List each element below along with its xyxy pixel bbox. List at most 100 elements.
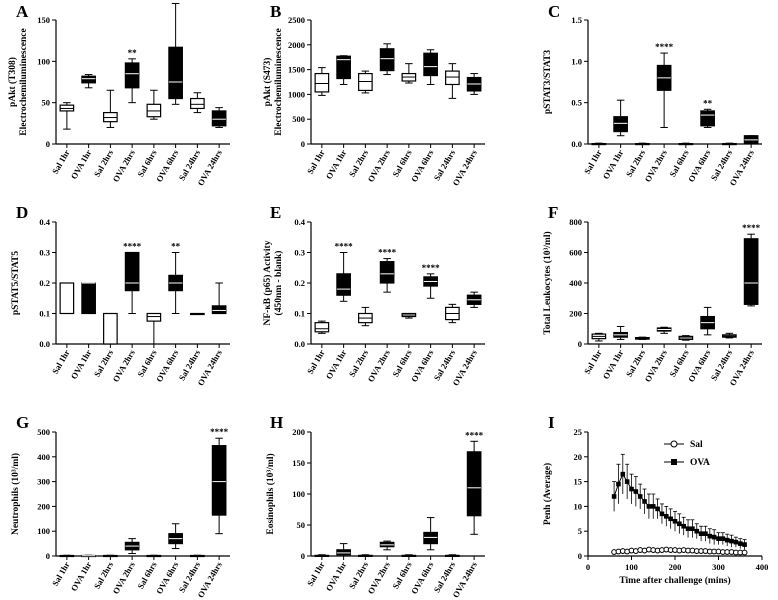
- y-tick-label: 400: [569, 278, 582, 288]
- y-tick-label: 0.1: [294, 309, 305, 319]
- y-axis-title: (450nm - blank): [273, 251, 284, 316]
- data-point-ova: [650, 504, 656, 509]
- category-label: Sal 2hrs: [92, 147, 116, 178]
- data-point-ova: [690, 526, 695, 532]
- y-axis-title: Neutrophils (10³/ml): [10, 453, 21, 535]
- panel-letter-c: C: [548, 2, 560, 21]
- significance-marker: **: [128, 48, 138, 58]
- box: [103, 312, 118, 345]
- data-point-ova: [685, 526, 691, 532]
- box: [466, 451, 482, 517]
- y-tick-label: 150: [37, 15, 50, 25]
- category-label: Sal 6hrs: [390, 147, 414, 178]
- y-axis-title: Electrochemiluminescence: [19, 28, 29, 135]
- y-tick-label: 25: [574, 427, 583, 437]
- box: [700, 110, 715, 127]
- y-tick-label: 200: [292, 427, 305, 437]
- y-axis-title: Total Leukocytes (10³/ml): [542, 231, 553, 334]
- box: [423, 52, 438, 77]
- panel-letter-b: B: [270, 2, 281, 21]
- box: [211, 305, 227, 315]
- y-tick-label: 2000: [288, 40, 305, 50]
- panel-i: I 0 5 10 15 20 25 Penh (Average) 0 100 200 300 400 Ti…: [542, 413, 768, 586]
- category-label: Sal 2hrs: [347, 559, 371, 590]
- series-line-ova: [613, 473, 745, 546]
- data-point-ova: [716, 536, 721, 541]
- data-point-ova: [672, 518, 678, 524]
- category-label: OVA 1hr: [324, 148, 349, 181]
- data-point-ova: [624, 479, 630, 484]
- category-label: OVA 1hr: [324, 560, 349, 593]
- data-point-ova: [694, 528, 700, 534]
- data-point-ova: [629, 486, 634, 492]
- category-label: OVA 1hr: [69, 560, 94, 593]
- box: [190, 97, 205, 110]
- panel-letter-a: A: [16, 2, 29, 21]
- x-tick-label: 200: [669, 562, 682, 572]
- significance-marker: ****: [335, 242, 354, 252]
- category-label: Sal 2hrs: [347, 347, 371, 378]
- y-tick-label: 0.0: [294, 339, 305, 349]
- box: [379, 48, 395, 72]
- data-point-ova: [703, 531, 708, 536]
- panel-a: A 0 50 100 150 pAkt (T308) Electrochemilumines…: [7, 0, 230, 187]
- y-tick-label: 0: [578, 339, 582, 349]
- y-tick-label: 150: [292, 458, 305, 468]
- category-label: Sal 1hr: [50, 348, 72, 376]
- box: [211, 445, 227, 516]
- y-tick-label: 100: [37, 526, 50, 536]
- y-tick-label: 100: [292, 489, 305, 499]
- category-label: OVA 1hr: [601, 348, 626, 381]
- panel-letter-d: D: [16, 203, 28, 222]
- y-axis-title: pSTAT3/STAT3: [543, 50, 553, 114]
- category-label: Sal 1hr: [50, 560, 72, 588]
- significance-marker: ****: [655, 42, 674, 52]
- category-label: Sal 6hrs: [135, 559, 159, 590]
- category-label: Sal 2hrs: [92, 347, 116, 378]
- category-label: Sal 6hrs: [667, 147, 691, 178]
- y-tick-label: 5: [578, 526, 582, 536]
- y-tick-label: 0.0: [571, 139, 582, 149]
- y-tick-label: 0.3: [39, 248, 50, 258]
- y-tick-label: 0.5: [571, 98, 582, 108]
- legend-marker-ova: [671, 459, 677, 465]
- panel-letter-i: I: [548, 413, 555, 432]
- box: [336, 273, 351, 296]
- legend-marker-sal: [670, 440, 678, 448]
- category-label: Sal 1hr: [50, 148, 72, 176]
- panel-f: F 0 200 400 600 800 Total Leukocytes (10³/ml) S…: [542, 203, 762, 387]
- y-tick-label: 800: [569, 217, 582, 227]
- category-label: Sal 1hr: [305, 148, 327, 176]
- panel-h: H 0 50 100 150 200 Eosinophils (10³/ml) Sal 1hr…: [265, 413, 485, 599]
- data-point-ova: [724, 537, 730, 543]
- box: [423, 531, 438, 545]
- panel-e: E 0.0 0.1 0.2 0.3 0.4 NF-κB (p65) Activity (450…: [262, 203, 485, 387]
- data-point-ova: [698, 531, 704, 536]
- panel-g: G 0 100 200 300 400 500 Neutrophils (10³/ml) Sal…: [10, 413, 230, 599]
- y-axis-title: Penh (Average): [542, 463, 553, 525]
- box: [445, 70, 460, 86]
- x-axis-title: Time after challenge (mins): [619, 575, 730, 586]
- y-tick-label: 400: [37, 452, 50, 462]
- data-point-ova: [677, 521, 682, 527]
- y-axis-title: Electrochemiluminescence: [274, 28, 284, 135]
- data-point-ova: [633, 489, 639, 494]
- y-tick-label: 1000: [288, 89, 305, 99]
- category-label: Sal 6hrs: [135, 347, 159, 378]
- category-label: Sal 2hrs: [92, 559, 116, 590]
- y-axis-title: pAkt (T308): [7, 57, 18, 107]
- significance-marker: **: [703, 98, 713, 108]
- significance-marker: **: [171, 242, 181, 252]
- category-label: OVA 1hr: [69, 348, 94, 381]
- panel-letter-h: H: [270, 413, 283, 432]
- panel-letter-g: G: [16, 413, 29, 432]
- box: [168, 46, 183, 100]
- data-point-ova: [611, 494, 617, 499]
- category-label: Sal 6hrs: [390, 347, 414, 378]
- box: [211, 110, 227, 127]
- category-label: OVA 1hr: [601, 148, 626, 181]
- y-tick-label: 15: [574, 477, 583, 487]
- y-tick-label: 0: [46, 551, 50, 561]
- box: [336, 549, 351, 556]
